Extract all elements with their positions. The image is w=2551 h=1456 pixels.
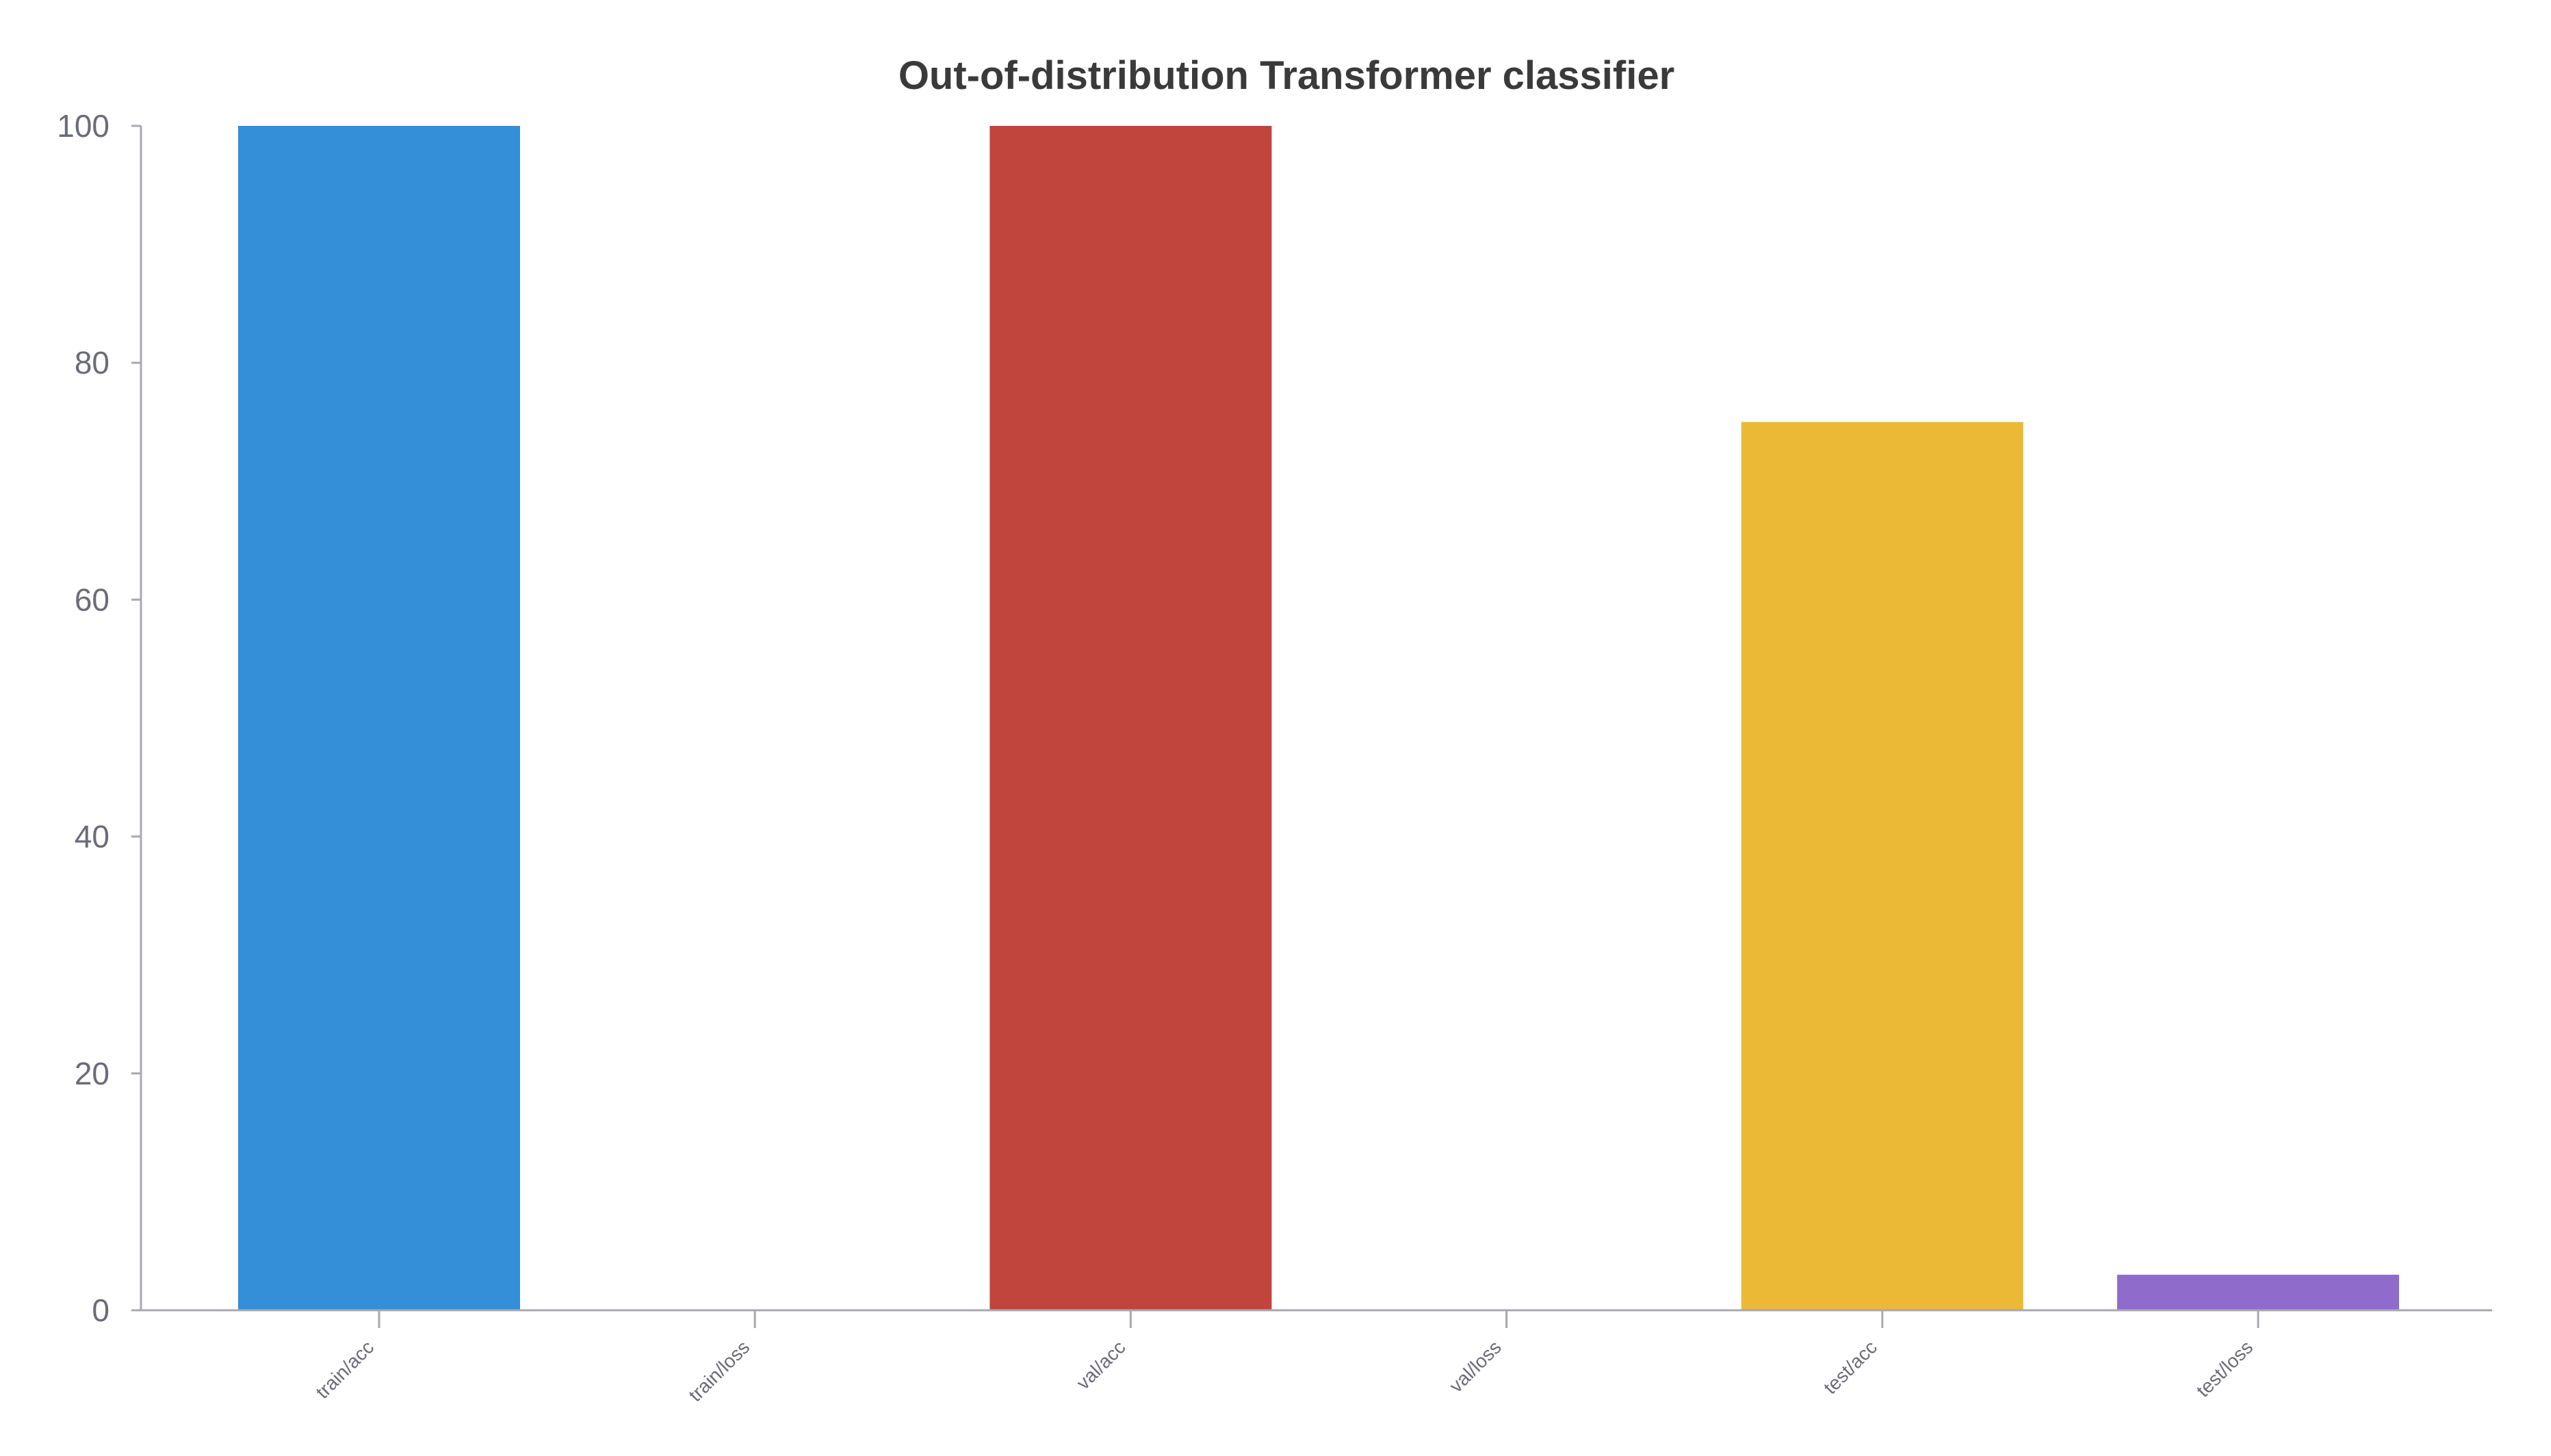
bar-test-acc [1741,421,2023,1310]
y-tick-label: 40 [75,819,109,855]
x-axis: train/acc train/loss val/acc val/loss test/a… [141,1309,2492,1405]
x-tick-label-train-loss: train/loss [684,1336,753,1405]
y-tick-label: 80 [75,345,109,380]
x-tick-label-test-loss: test/loss [2192,1336,2257,1401]
x-tick-label-val-loss: val/loss [1445,1336,1505,1396]
y-axis: 0 20 40 60 80 100 [57,108,142,1328]
x-tick-label-val-acc: val/acc [1072,1336,1130,1394]
x-tick-label-train-acc: train/acc [311,1336,378,1403]
chart-title: Out-of-distribution Transformer classifi… [898,53,1674,98]
y-tick-label: 60 [75,582,109,617]
bar-test-loss [2117,1275,2399,1310]
y-tick-label: 100 [57,108,109,144]
bar-train-acc [238,126,520,1310]
y-tick-label: 20 [75,1056,109,1091]
bars-layer [238,126,2399,1310]
y-tick-label: 0 [92,1292,109,1328]
x-tick-label-test-acc: test/acc [1820,1336,1881,1398]
bar-val-acc [989,126,1272,1310]
